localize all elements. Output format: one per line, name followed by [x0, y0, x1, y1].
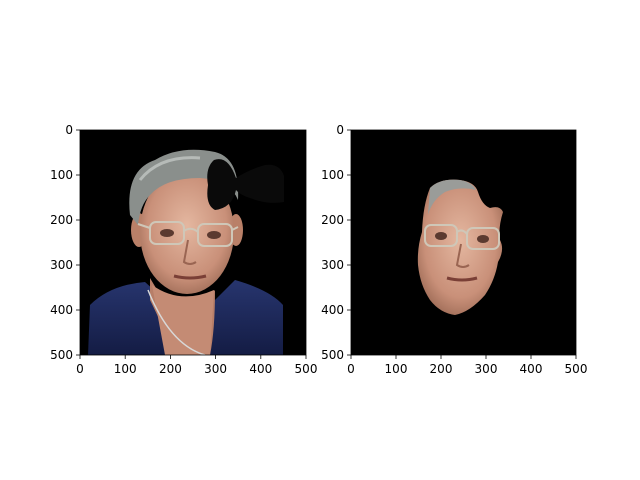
- hair-highlight: [138, 156, 201, 181]
- x-tick-label: 300: [475, 362, 498, 376]
- y-tick-label: 300: [50, 258, 73, 272]
- left-eye: [435, 232, 447, 240]
- nose: [182, 239, 197, 265]
- nose: [455, 243, 470, 268]
- x-tick-label: 500: [565, 362, 588, 376]
- mouth: [446, 276, 478, 282]
- x-tick-label: 400: [520, 362, 543, 376]
- chest: [152, 285, 214, 355]
- y-tick-label: 100: [321, 168, 344, 182]
- y-tick-label: 300: [321, 258, 344, 272]
- y-tick-label: 400: [321, 303, 344, 317]
- occlusion-mask: [207, 159, 284, 210]
- y-tick-label: 100: [50, 168, 73, 182]
- axes-frame: [350, 129, 577, 356]
- mouth: [173, 274, 207, 280]
- axes-frame: [79, 129, 307, 356]
- y-tick-label: 200: [50, 213, 73, 227]
- y-tick-label: 500: [50, 348, 73, 362]
- x-tick-label: 500: [295, 362, 318, 376]
- necklace: [147, 289, 206, 355]
- left-eye: [160, 229, 174, 237]
- image-panel-original: [80, 130, 306, 355]
- x-tick-label: 400: [249, 362, 272, 376]
- glasses: [424, 224, 500, 250]
- y-tick-label: 400: [50, 303, 73, 317]
- glasses: [137, 221, 239, 247]
- x-tick-label: 200: [430, 362, 453, 376]
- x-tick-label: 300: [204, 362, 227, 376]
- right-eye: [207, 231, 221, 239]
- y-tick-label: 500: [321, 348, 344, 362]
- right-eye: [477, 235, 489, 243]
- y-tick-label: 0: [336, 123, 344, 137]
- y-tick-label: 200: [321, 213, 344, 227]
- segmented-hair: [428, 179, 476, 215]
- image-panel-segmented: [351, 130, 576, 355]
- y-tick-label: 0: [65, 123, 73, 137]
- x-tick-label: 0: [347, 362, 355, 376]
- x-tick-label: 100: [385, 362, 408, 376]
- x-tick-label: 0: [76, 362, 84, 376]
- x-tick-label: 100: [114, 362, 137, 376]
- x-tick-label: 200: [159, 362, 182, 376]
